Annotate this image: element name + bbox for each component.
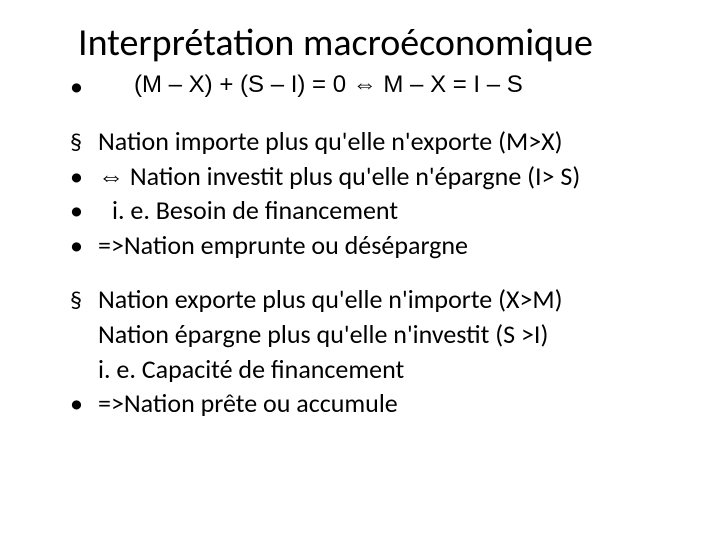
block1-line2: ⇔ Nation investit plus qu'elle n'épargne… xyxy=(70,160,670,193)
text: ⇔ Nation investit plus qu'elle n'épargne… xyxy=(98,160,580,193)
square-bullet-icon xyxy=(70,125,98,158)
bullet-icon xyxy=(70,229,98,262)
bullet-icon xyxy=(70,387,98,420)
block2-line4: =>Nation prête ou accumule xyxy=(70,387,670,420)
text: i. e. Capacité de financement xyxy=(98,353,404,386)
block1-line1: Nation importe plus qu'elle n'exporte (M… xyxy=(70,125,670,158)
double-arrow-icon xyxy=(70,318,98,351)
block2-line1: Nation exporte plus qu'elle n'importe (X… xyxy=(70,283,670,316)
block2-line2: Nation épargne plus qu'elle n'investit (… xyxy=(70,318,670,351)
text: =>Nation emprunte ou désépargne xyxy=(98,229,468,262)
text: Nation épargne plus qu'elle n'investit (… xyxy=(98,318,548,351)
text: i. e. Besoin de financement xyxy=(112,194,398,227)
text: =>Nation prête ou accumule xyxy=(98,387,398,420)
bullet-icon xyxy=(70,70,98,103)
block1-line3: i. e. Besoin de financement xyxy=(70,194,670,227)
text: Nation importe plus qu'elle n'exporte (M… xyxy=(98,125,563,158)
block2-line3: i. e. Capacité de financement xyxy=(70,353,670,386)
equation-text: (M – X) + (S – I) = 0 ⇔ M – X = I – S xyxy=(134,70,523,100)
square-bullet-icon xyxy=(70,283,98,316)
slide-title: Interprétation macroéconomique xyxy=(78,20,670,66)
bullet-icon xyxy=(70,194,98,227)
slide: Interprétation macroéconomique (M – X) +… xyxy=(0,0,720,540)
equation-line: (M – X) + (S – I) = 0 ⇔ M – X = I – S xyxy=(70,70,670,103)
bullet-icon xyxy=(70,160,98,193)
block1-line4: =>Nation emprunte ou désépargne xyxy=(70,229,670,262)
text: Nation exporte plus qu'elle n'importe (X… xyxy=(98,283,563,316)
